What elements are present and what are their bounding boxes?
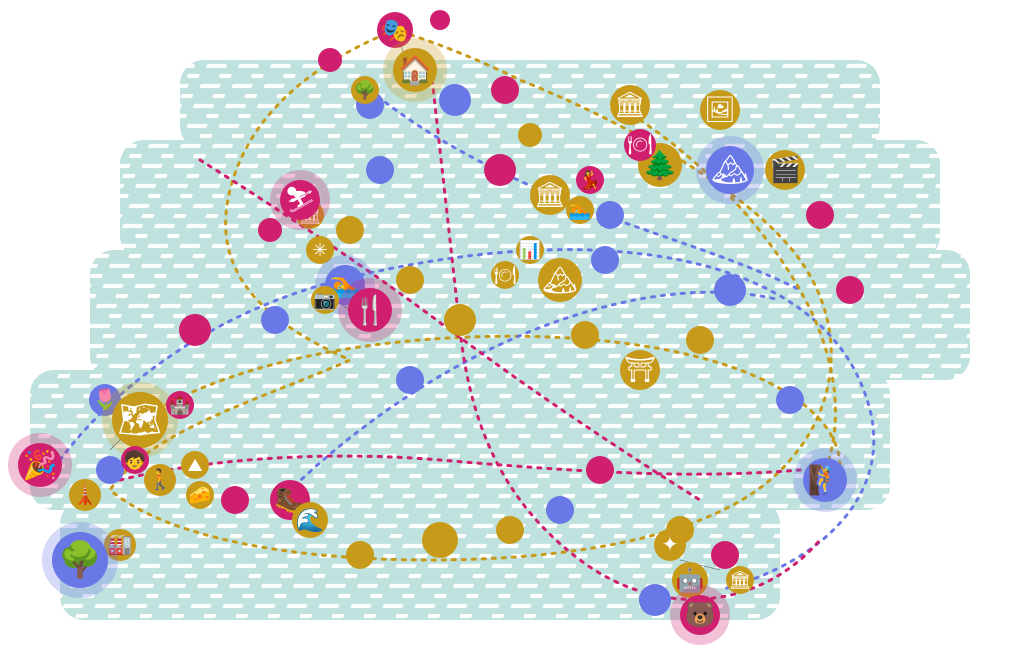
node-party[interactable]: 🎉: [8, 433, 72, 497]
peak-icon: 🏔: [542, 265, 578, 296]
burst-icon: ✦: [662, 534, 679, 556]
node-tower[interactable]: 🏛: [610, 85, 650, 125]
node-plain-mag-1[interactable]: [318, 48, 342, 72]
node-plain-blue-4[interactable]: [366, 156, 394, 184]
node-plain-blue-11[interactable]: [639, 584, 671, 616]
node-plain-gold-6[interactable]: [422, 522, 458, 558]
node-plain-mag-9[interactable]: [586, 456, 614, 484]
mountain-icon: 🏔: [711, 154, 749, 187]
node-plain-gold-9[interactable]: [346, 541, 374, 569]
node-burst[interactable]: ✦: [654, 529, 686, 561]
flower-icon: ✳: [312, 240, 327, 260]
hiker-icon: 🚶: [148, 467, 173, 491]
photog-icon: 📷: [314, 290, 336, 310]
node-bear[interactable]: 🐻: [670, 585, 730, 645]
node-climb-fall[interactable]: 🧗: [793, 448, 857, 512]
peaks-icon: ⛰: [187, 455, 202, 475]
dancer-icon: 💃: [579, 169, 601, 191]
node-temple-sm[interactable]: 🏛: [726, 566, 754, 594]
node-dining[interactable]: 🍽: [491, 261, 519, 289]
node-plain-blue-3[interactable]: [596, 201, 624, 229]
node-plain-gold-2[interactable]: [336, 216, 364, 244]
obelisk-icon: 🗼: [73, 482, 98, 506]
node-plain-mag-6[interactable]: [258, 218, 282, 242]
plate-icon: 🍽: [494, 265, 517, 285]
fall-icon: 🧗: [808, 464, 843, 497]
node-plain-blue-7[interactable]: [396, 366, 424, 394]
node-castle-sm[interactable]: 🏰: [166, 391, 194, 419]
node-plain-mag-8[interactable]: [836, 276, 864, 304]
node-plain-blue-6[interactable]: [591, 246, 619, 274]
node-monument[interactable]: 🏛: [530, 175, 570, 215]
home-icon: 🏠: [398, 55, 433, 87]
node-plain-blue-9[interactable]: [776, 386, 804, 414]
screen-icon: 🎬: [769, 155, 800, 184]
node-skier[interactable]: ⛷: [270, 170, 330, 230]
board-icon: 📊: [519, 239, 541, 260]
node-waves[interactable]: 🌊: [292, 502, 328, 538]
tower-icon: 🏛: [614, 91, 646, 119]
node-obelisk[interactable]: 🗼: [69, 479, 101, 511]
temple-icon: 🏛: [729, 570, 752, 590]
people-icon: 🖼: [704, 96, 736, 124]
node-plain-mag-10[interactable]: [711, 541, 739, 569]
node-park[interactable]: 🌳: [42, 522, 118, 598]
node-plain-mag-2[interactable]: [430, 10, 450, 30]
node-mountain-blue[interactable]: 🏔: [696, 136, 764, 204]
node-plain-gold-7[interactable]: [496, 516, 524, 544]
fork-icon: 🍴: [353, 294, 388, 327]
paper-icon: 🗺: [118, 401, 162, 440]
cheese-icon: 🧀: [189, 485, 211, 505]
node-gallery[interactable]: 🖼: [700, 90, 740, 130]
arch-icon: ⛩: [624, 356, 656, 384]
waiter-icon: 🍽: [627, 134, 652, 156]
node-photog[interactable]: 📷: [311, 286, 339, 314]
node-dancer[interactable]: 💃: [576, 166, 604, 194]
node-plain-blue-12[interactable]: [96, 456, 124, 484]
skier-icon: ⛷: [284, 186, 316, 214]
tree-icon: 🌳: [354, 79, 376, 100]
diagram-canvas: 🎭🏠🌳🏛🖼🌲🍽🏔🎬🏛🏊💃🏛⛷✳🏊📷🍴📊🍽🏔⛩✦🤖🏛🐻🧗🌷🗺🏰🎉🗼🧒🚶⛰🧀🥾🌊🏭🌳: [0, 0, 1024, 665]
node-plain-gold-10[interactable]: [571, 321, 599, 349]
node-swim[interactable]: 🏊: [566, 196, 594, 224]
node-map-paper[interactable]: 🗺: [102, 382, 178, 458]
party-icon: 🎉: [23, 449, 58, 482]
node-peak[interactable]: 🏔: [538, 258, 582, 302]
node-plain-mag-7[interactable]: [179, 314, 211, 346]
node-hiker[interactable]: 🚶: [144, 464, 176, 496]
node-plain-gold-1[interactable]: [518, 123, 542, 147]
node-waiter[interactable]: 🍽: [624, 129, 656, 161]
child-icon: 🧒: [124, 449, 147, 470]
node-plain-gold-3[interactable]: [396, 266, 424, 294]
network-diagram: 🎭🏠🌳🏛🖼🌲🍽🏔🎬🏛🏊💃🏛⛷✳🏊📷🍴📊🍽🏔⛩✦🤖🏛🐻🧗🌷🗺🏰🎉🗼🧒🚶⛰🧀🥾🌊🏭🌳: [0, 0, 1024, 665]
bear-icon: 🐻: [684, 599, 715, 629]
node-plain-mag-11[interactable]: [221, 486, 249, 514]
node-home-drone[interactable]: 🏠: [383, 38, 447, 102]
node-plain-blue-8[interactable]: [714, 274, 746, 306]
waves-icon: 🌊: [296, 507, 325, 533]
node-present[interactable]: 📊: [516, 236, 544, 264]
node-child[interactable]: 🧒: [121, 446, 149, 474]
node-plain-mag-5[interactable]: [484, 154, 516, 186]
node-fork[interactable]: 🍴: [338, 278, 402, 342]
node-peaks-sm[interactable]: ⛰: [181, 451, 209, 479]
theater-icon: 🎭: [381, 17, 410, 43]
node-tree-small[interactable]: 🌳: [351, 76, 379, 104]
node-plain-blue-5[interactable]: [261, 306, 289, 334]
castle-icon: 🏰: [169, 395, 191, 415]
node-plain-gold-4[interactable]: [444, 304, 476, 336]
node-plain-mag-4[interactable]: [806, 201, 834, 229]
node-cheese[interactable]: 🧀: [186, 481, 214, 509]
monument-icon: 🏛: [534, 181, 566, 209]
node-plain-mag-3[interactable]: [491, 76, 519, 104]
node-plain-gold-5[interactable]: [686, 326, 714, 354]
swim-icon: 🏊: [569, 200, 591, 220]
node-plain-blue-10[interactable]: [546, 496, 574, 524]
node-plain-blue-2[interactable]: [439, 84, 471, 116]
node-cinema[interactable]: 🎬: [765, 150, 805, 190]
node-tunnel[interactable]: ⛩: [620, 350, 660, 390]
park-icon: 🌳: [58, 539, 102, 580]
